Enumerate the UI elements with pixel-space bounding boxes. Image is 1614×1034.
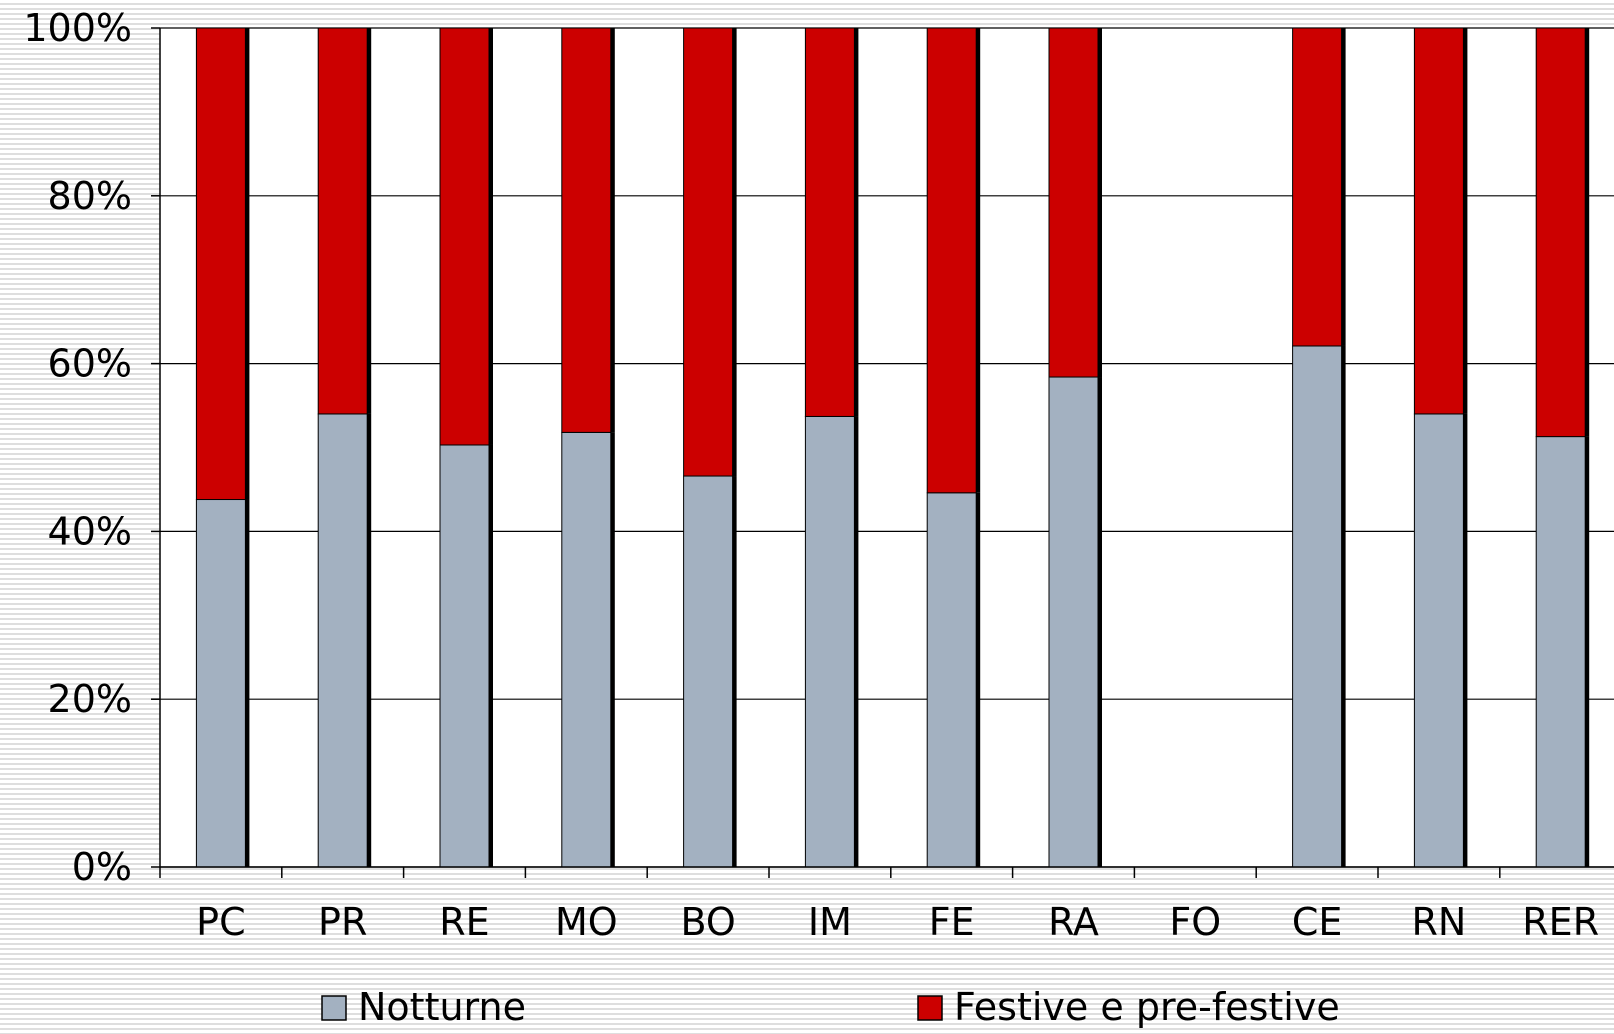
bar-segment xyxy=(1535,436,1586,868)
bar-segment xyxy=(439,444,490,868)
bar-segment xyxy=(1292,345,1343,868)
y-tick-label: 40% xyxy=(48,509,132,553)
bar-segment xyxy=(195,27,246,501)
x-category-label: PC xyxy=(196,900,245,944)
plot-area xyxy=(160,28,1614,867)
y-tick-label: 100% xyxy=(23,6,132,50)
legend-label: Notturne xyxy=(358,985,526,1029)
x-category-label: CE xyxy=(1292,900,1343,944)
x-category-label: RN xyxy=(1411,900,1466,944)
x-category-label: RER xyxy=(1522,900,1599,944)
bar-segment xyxy=(317,27,368,415)
bar-segment xyxy=(1048,27,1099,378)
y-tick-label: 80% xyxy=(48,174,132,218)
y-tick-label: 0% xyxy=(72,845,132,889)
bars xyxy=(195,27,1590,868)
bar-segment xyxy=(926,492,977,868)
legend-swatch xyxy=(321,995,347,1021)
x-category-label: RE xyxy=(439,900,489,944)
bar-segment xyxy=(683,475,734,868)
x-category-label: MO xyxy=(555,900,618,944)
bar-segment xyxy=(683,27,734,477)
x-category-label: RA xyxy=(1048,900,1099,944)
x-category-label: FE xyxy=(929,900,975,944)
y-tick-label: 20% xyxy=(48,677,132,721)
bar-segment xyxy=(561,431,612,868)
bar-segment xyxy=(1413,413,1464,868)
labels: 0% 20% 40% 60% 80% 100% PC PR RE MO BO IM FE RA FO CE RN… xyxy=(23,6,1599,944)
bar-segment xyxy=(439,27,490,446)
x-category-label: IM xyxy=(808,900,852,944)
bar-segment xyxy=(804,27,855,417)
x-category-label: BO xyxy=(680,900,735,944)
axes xyxy=(151,27,1614,878)
y-tick-label: 60% xyxy=(48,342,132,386)
legend-label: Festive e pre-festive xyxy=(954,985,1340,1029)
bar-segment xyxy=(1292,27,1343,347)
bar-segment xyxy=(804,415,855,868)
bar-segment xyxy=(1535,27,1586,438)
bar-segment xyxy=(317,413,368,868)
bar-segment xyxy=(1048,376,1099,868)
x-category-label: FO xyxy=(1169,900,1221,944)
bar-segment xyxy=(195,499,246,868)
bar-segment xyxy=(1413,27,1464,415)
bar-segment xyxy=(926,27,977,494)
legend: Notturne Festive e pre-festive xyxy=(321,985,1340,1029)
legend-swatch xyxy=(917,995,943,1021)
x-category-label: PR xyxy=(318,900,367,944)
bar-segment xyxy=(561,27,612,433)
